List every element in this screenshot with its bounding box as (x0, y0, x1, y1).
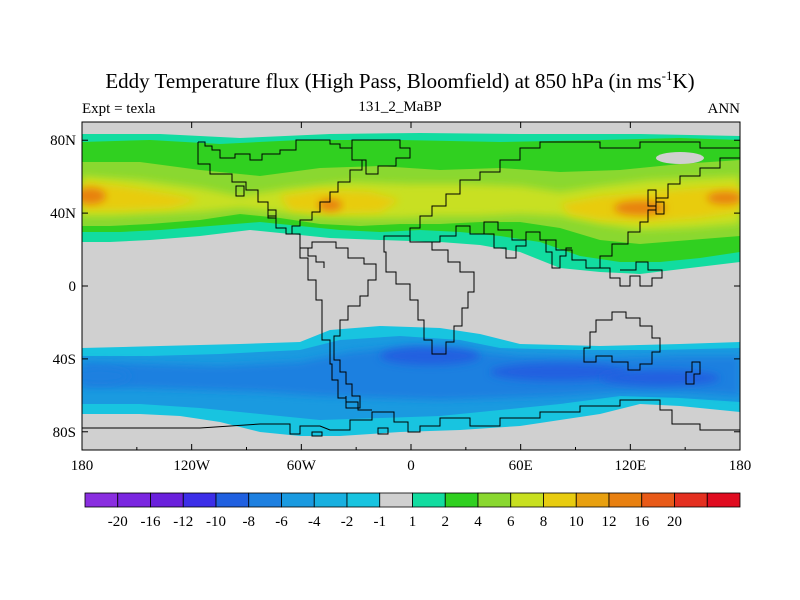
north-band-yellow (82, 176, 740, 230)
colorbar: -20 -16 -12 -10 -8 -6 -4 -2 -1 1 2 4 6 8 10 12 16 20 (84, 492, 741, 530)
coast-arabia (483, 222, 527, 259)
colorbar-label: -1 (374, 514, 387, 530)
coast-new-zealand (685, 361, 701, 385)
coastlines (82, 139, 740, 437)
x-tick-label: 120E (614, 458, 646, 474)
colorbar-label: 16 (634, 514, 650, 530)
experiment-label: Expt = texla (82, 101, 156, 117)
colorbar-label: -16 (141, 514, 161, 530)
colorbar-swatch (543, 492, 577, 508)
colorbar-swatch (608, 492, 643, 508)
colorbar-swatch (510, 492, 544, 508)
x-tick-label: 60E (509, 458, 533, 474)
coast-antarctic-peninsula (345, 396, 372, 411)
coast-small-island-3 (311, 431, 323, 437)
coast-central-america (292, 233, 325, 268)
x-tick-label: 60W (287, 458, 317, 474)
colorbar-label: -12 (173, 514, 193, 530)
x-tick-label: 180 (71, 458, 94, 474)
colorbar-label: 2 (442, 514, 450, 530)
colorbar-swatch (379, 492, 413, 508)
y-tick-label: 80S (53, 425, 76, 441)
colorbar-label: -2 (341, 514, 354, 530)
coast-south-america (299, 241, 377, 409)
colorbar-swatch (706, 492, 741, 508)
x-tick-label: 180 (729, 458, 752, 474)
colorbar-label: -6 (275, 514, 288, 530)
north-pacific-gold (82, 182, 200, 210)
southern-ocean-max-west (490, 363, 630, 381)
colorbar-swatch (84, 492, 119, 508)
colorbar-label: 20 (667, 514, 682, 530)
y-tick-label: 80N (50, 133, 76, 149)
colorbar-swatch (412, 492, 446, 508)
coast-north-america (197, 139, 363, 235)
coast-small-island-1 (235, 185, 245, 197)
south-indian-max (380, 347, 480, 365)
coast-greenland (351, 139, 411, 175)
colorbar-swatch (313, 492, 348, 508)
colorbar-swatch (477, 492, 512, 508)
coast-small-island-4 (377, 427, 389, 435)
northern-positive-band (82, 133, 740, 274)
coast-africa (383, 235, 475, 355)
y-tick-label: 40N (50, 206, 76, 222)
colorbar-swatch (346, 492, 381, 508)
north-pacific-east-max (707, 192, 740, 204)
colorbar-swatch (444, 492, 479, 508)
season-label: ANN (707, 101, 741, 117)
colorbar-label: 10 (569, 514, 584, 530)
coast-japan (647, 189, 665, 215)
colorbar-label: -20 (108, 514, 128, 530)
coast-antarctica (82, 399, 740, 435)
chart-title: Eddy Temperature flux (High Pass, Bloomf… (105, 68, 695, 93)
coast-india (540, 239, 572, 269)
colorbar-label: 6 (507, 514, 515, 530)
colorbar-label: -4 (308, 514, 321, 530)
colorbar-swatch (641, 492, 675, 508)
coast-se-asia (600, 261, 663, 287)
x-tick-label: 120W (173, 458, 211, 474)
arctic-gap (656, 152, 704, 164)
colorbar-label: 4 (474, 514, 482, 530)
colorbar-swatch (150, 492, 184, 508)
colorbar-swatch (215, 492, 250, 508)
coast-small-island-2 (267, 209, 277, 219)
y-tick-label: 0 (69, 279, 77, 295)
colorbar-swatch (182, 492, 217, 508)
colorbar-swatch (281, 492, 315, 508)
x-axis: 180 120W 60W 0 60E 120E 180 (71, 122, 752, 474)
colorbar-swatch (674, 492, 708, 508)
colorbar-swatch (248, 492, 282, 508)
y-tick-label: 40S (53, 352, 76, 368)
map-panel (82, 122, 740, 450)
run-label: 131_2_MaBP (358, 99, 442, 115)
north-pacific-max (82, 188, 106, 204)
colorbar-swatch (575, 492, 610, 508)
x-tick-label: 0 (407, 458, 415, 474)
y-axis: 80N 40N 0 40S 80S (50, 133, 740, 441)
northwest-pacific-max (614, 201, 666, 215)
southern-ocean-max (600, 370, 720, 386)
south-pacific-mid (82, 368, 130, 384)
south-band-mid (82, 346, 740, 400)
colorbar-label: -8 (243, 514, 256, 530)
coast-australia (583, 311, 661, 371)
colorbar-label: 8 (540, 514, 548, 530)
southern-negative-band (82, 326, 740, 436)
colorbar-swatch (117, 492, 151, 508)
colorbar-label: -10 (206, 514, 226, 530)
colorbar-label: 1 (409, 514, 417, 530)
colorbar-label: 12 (602, 514, 617, 530)
